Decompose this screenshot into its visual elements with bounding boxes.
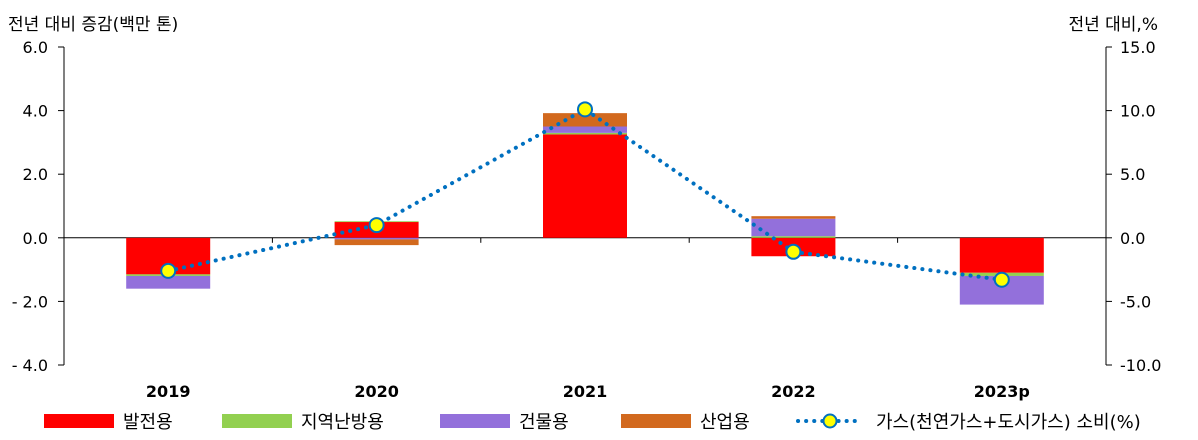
bar-segment [751, 218, 836, 237]
legend-swatch [621, 414, 691, 428]
bar-segment [543, 134, 627, 238]
x-tick-label: 2020 [354, 382, 399, 401]
line-point [785, 243, 802, 260]
x-tick-label: 2022 [771, 382, 816, 401]
legend-label: 발전용 [123, 412, 173, 433]
axes: 6.0 4.0 2.0 0.0 - 2.0 - 4.0 15.0 10.0 5.0 0.0 -5.0… [12, 38, 1162, 401]
line-point [160, 262, 177, 279]
legend-label: 가스(천연가스+도시가스) 소비(%) [876, 412, 1141, 433]
legend-label: 산업용 [700, 412, 750, 433]
line-series [160, 101, 1010, 288]
bar-segment [334, 237, 419, 240]
y-left-tick-label: 4.0 [23, 102, 48, 121]
x-tick-label: 2021 [563, 382, 608, 401]
x-tick-label: 2019 [146, 382, 191, 401]
y-right-axis-title: 전년 대비,% [1068, 15, 1158, 35]
legend-swatch [44, 414, 114, 428]
line-point [577, 101, 593, 118]
y-left-tick-label: - 2.0 [12, 292, 48, 311]
y-left-tick-label: - 4.0 [12, 356, 48, 375]
bar-segment [959, 237, 1044, 273]
y-right-tick-label: -10.0 [1120, 356, 1161, 375]
legend-swatch [222, 414, 292, 428]
bar-segment [543, 126, 627, 133]
legend-swatch [440, 414, 510, 428]
line-point [368, 217, 385, 234]
bar-segment [334, 239, 419, 246]
legend: 발전용 지역난방용 건물용 산업용 가스(천연가스+도시가스) 소비(%) [44, 412, 1141, 433]
bar-segment [751, 216, 836, 219]
line-point [993, 271, 1010, 288]
bar-segment [543, 132, 627, 135]
y-left-tick-label: 6.0 [23, 38, 48, 57]
bar-segment [126, 275, 211, 289]
bar-segment [751, 236, 836, 238]
y-right-tick-label: 10.0 [1120, 102, 1156, 121]
legend-label: 건물용 [519, 412, 569, 433]
x-tick-label: 2023p [974, 382, 1030, 401]
legend-label: 지역난방용 [301, 412, 384, 433]
y-right-tick-label: 0.0 [1120, 229, 1145, 248]
y-right-tick-label: -5.0 [1120, 292, 1151, 311]
y-right-tick-label: 15.0 [1120, 38, 1156, 57]
bars [126, 113, 1044, 305]
y-left-axis-title: 전년 대비 증감(백만 톤) [8, 15, 178, 35]
y-right-tick-label: 5.0 [1120, 165, 1145, 184]
y-left-tick-label: 2.0 [23, 165, 48, 184]
y-left-tick-label: 0.0 [23, 229, 48, 248]
legend-line-marker [822, 413, 838, 429]
